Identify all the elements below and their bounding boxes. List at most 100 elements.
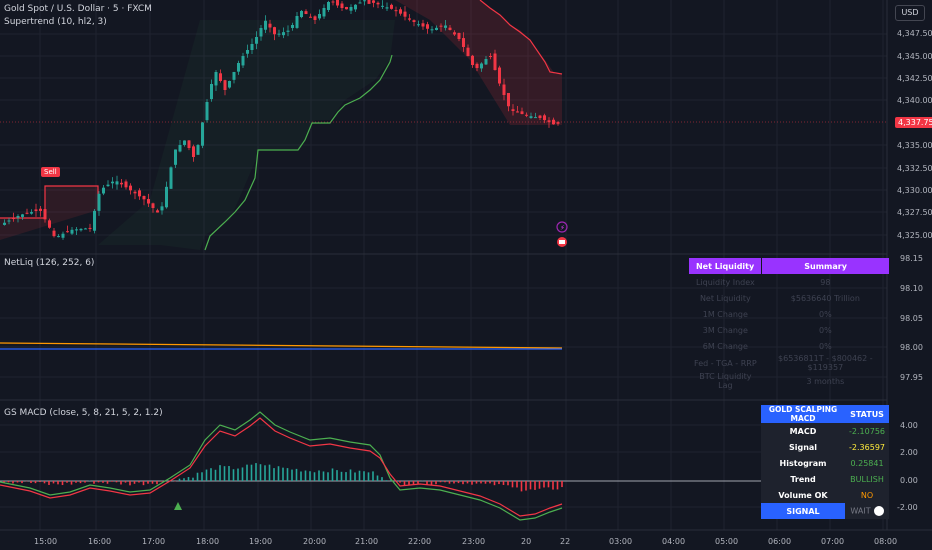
- histogram-bar: [205, 469, 208, 481]
- histogram-bar: [79, 481, 82, 484]
- histogram-bar: [430, 481, 433, 485]
- candle-body: [255, 37, 258, 44]
- liq-key: 3M Change: [702, 325, 748, 335]
- histogram-bar: [124, 481, 127, 483]
- candle-body: [340, 3, 344, 8]
- histogram-bar: [462, 481, 464, 485]
- histogram-bar: [66, 481, 68, 483]
- candle-body: [70, 229, 74, 234]
- net-liquidity-table: Net Liquidity Summary Liquidity Index 98 …: [689, 258, 889, 390]
- time-tick: 20: [521, 537, 532, 546]
- time-tick: 18:00: [196, 537, 220, 546]
- candle-body: [286, 30, 290, 32]
- candle-body: [502, 84, 506, 95]
- histogram-bar: [273, 468, 275, 481]
- histogram-bar: [232, 469, 235, 481]
- netliq-legend[interactable]: NetLiq (126, 252, 6): [4, 258, 95, 268]
- histogram-bar: [255, 463, 257, 481]
- candle-body: [358, 2, 362, 4]
- candle-body: [457, 32, 461, 39]
- supertrend-legend[interactable]: Supertrend (10, hl2, 3): [4, 17, 107, 27]
- candle-body: [88, 227, 92, 229]
- candle-body: [349, 7, 353, 11]
- candle-body: [250, 44, 254, 50]
- histogram-bar: [16, 481, 19, 483]
- price-tick: 4,342.50: [897, 74, 932, 83]
- macd-row-key: Volume OK: [761, 487, 846, 503]
- liq-value: $6536811T - $800462 - $119357: [778, 354, 873, 372]
- time-tick: 22:00: [408, 537, 432, 546]
- histogram-bar: [219, 465, 221, 481]
- lightning-event-icon: [556, 221, 568, 233]
- candle-body: [138, 190, 141, 197]
- histogram-bar: [556, 481, 559, 490]
- candle-body: [453, 32, 456, 35]
- candle-body: [300, 11, 303, 18]
- macd-legend[interactable]: GS MACD (close, 5, 8, 21, 5, 2, 1.2): [4, 408, 163, 418]
- symbol-title[interactable]: Gold Spot / U.S. Dollar · 5 · FXCM: [4, 4, 152, 14]
- histogram-bar: [493, 481, 496, 486]
- candle-body: [241, 56, 245, 66]
- candle-body: [511, 109, 515, 111]
- liq-value: 98: [820, 277, 831, 287]
- netliq-tick: 97.95: [900, 373, 923, 382]
- histogram-bar: [237, 468, 239, 481]
- candle-body: [205, 102, 209, 121]
- candle-body: [439, 25, 443, 27]
- price-tick: 4,327.50: [897, 208, 932, 217]
- candle-body: [273, 27, 276, 35]
- histogram-bar: [385, 480, 388, 481]
- candle-body: [381, 5, 384, 7]
- candle-body: [475, 63, 479, 68]
- histogram-bar: [268, 464, 271, 481]
- candle-body: [291, 25, 294, 28]
- macd-row-value: BULLISH: [845, 471, 889, 487]
- histogram-bar: [259, 464, 262, 481]
- histogram-bar: [187, 477, 190, 481]
- histogram-bar: [327, 472, 329, 481]
- price-tick: 4,330.00: [897, 186, 932, 195]
- candle-body: [21, 214, 24, 217]
- signal-toggle-icon[interactable]: [873, 506, 884, 516]
- signal-value: WAIT: [850, 506, 871, 516]
- candle-body: [354, 4, 357, 10]
- histogram-bar: [7, 481, 10, 483]
- histogram-bar: [57, 481, 59, 485]
- candle-body: [232, 72, 236, 80]
- candle-body: [552, 119, 555, 125]
- candle-body: [444, 25, 447, 28]
- netliq-tick: 98.15: [900, 254, 923, 263]
- supertrend-red-fill: [395, 0, 562, 125]
- histogram-bar: [142, 481, 145, 486]
- candle-body: [336, 0, 339, 6]
- histogram-bar: [111, 481, 113, 482]
- histogram-bar: [525, 481, 527, 491]
- histogram-bar: [340, 471, 343, 481]
- time-tick: 07:00: [821, 537, 845, 546]
- candle-body: [111, 181, 114, 184]
- histogram-bar: [498, 481, 500, 485]
- candle-body: [390, 4, 393, 9]
- macd-row-key: MACD: [761, 423, 846, 439]
- candle-body: [403, 11, 407, 17]
- histogram-bar: [84, 481, 86, 483]
- candle-body: [345, 6, 348, 10]
- currency-button[interactable]: USD: [895, 5, 925, 21]
- macd-tick: -2.00: [897, 503, 918, 512]
- candle-body: [169, 167, 173, 189]
- candle-body: [93, 210, 96, 231]
- histogram-bar: [34, 481, 37, 484]
- histogram-bar: [444, 481, 446, 483]
- histogram-bar: [264, 465, 266, 481]
- histogram-bar: [106, 481, 109, 484]
- candle-body: [529, 116, 533, 118]
- histogram-bar: [48, 481, 50, 485]
- liq-key: BTC Liquidity Lag: [699, 372, 752, 390]
- candle-body: [156, 210, 159, 213]
- candle-body: [466, 47, 470, 56]
- histogram-bar: [318, 470, 320, 481]
- candle-body: [277, 33, 281, 35]
- macd-histogram: [3, 463, 563, 492]
- histogram-bar: [336, 470, 338, 481]
